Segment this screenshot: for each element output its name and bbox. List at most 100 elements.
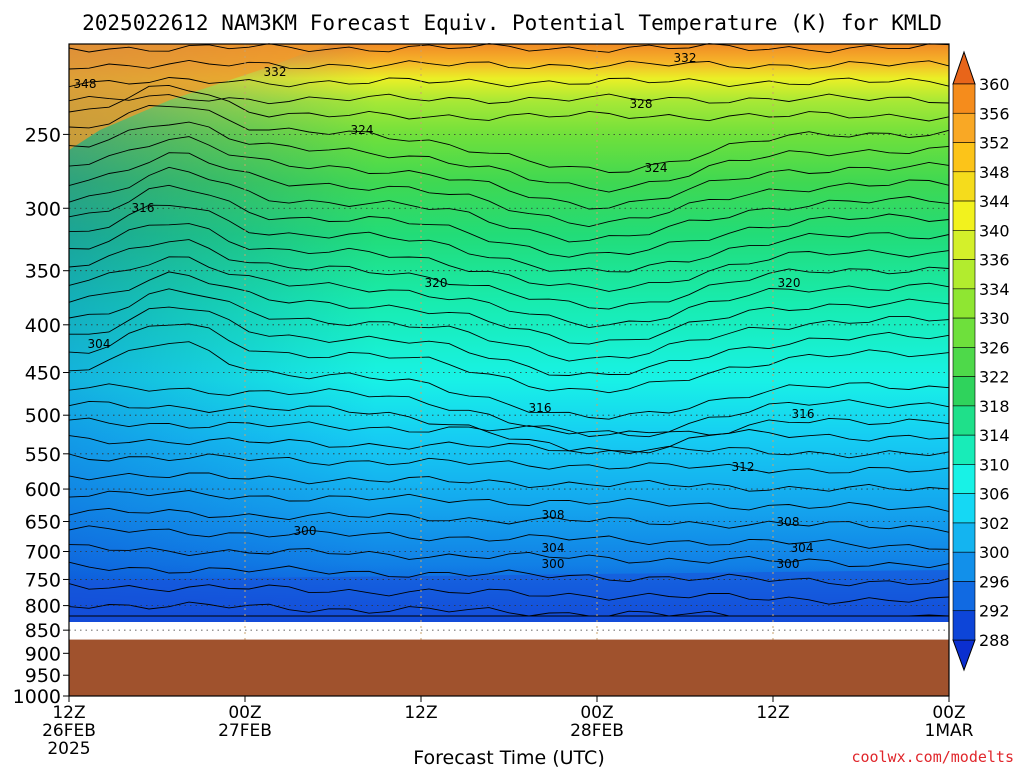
contour-label: 324 bbox=[351, 123, 374, 137]
colorbar-swatch bbox=[952, 376, 976, 407]
contour-label: 304 bbox=[88, 337, 111, 351]
ground-mask bbox=[69, 639, 949, 696]
contour-line bbox=[68, 417, 950, 442]
grid-lines bbox=[69, 44, 949, 696]
colorbar-label: 300 bbox=[979, 543, 1010, 562]
contour-line bbox=[68, 507, 950, 533]
contour-label: 316 bbox=[529, 401, 552, 415]
colorbar-label: 302 bbox=[979, 514, 1010, 533]
colorbar-label: 330 bbox=[979, 309, 1010, 328]
contour-label: 324 bbox=[645, 161, 668, 175]
colorbar-label: 336 bbox=[979, 251, 1010, 270]
colorbar-swatch bbox=[952, 317, 976, 348]
credit-text: coolwx.com/modelts bbox=[851, 748, 1014, 766]
colorbar-label: 310 bbox=[979, 455, 1010, 474]
contour-label: 328 bbox=[630, 97, 653, 111]
y-tick-label: 450 bbox=[25, 363, 61, 385]
colorbar-swatch bbox=[952, 493, 976, 524]
colorbar-top-arrow bbox=[952, 50, 976, 85]
x-tick-label: 12Z bbox=[756, 703, 789, 723]
y-tick-label: 950 bbox=[25, 665, 61, 687]
x-axis-title: Forecast Time (UTC) bbox=[413, 747, 604, 768]
contour-line bbox=[68, 105, 950, 173]
colorbar: 360 356 352 348 344 340 336 334 330 326 322 318 314 3… bbox=[952, 50, 1010, 672]
contour-label: 348 bbox=[74, 77, 97, 91]
contour-label: 312 bbox=[732, 460, 755, 474]
x-tick-label: 26FEB bbox=[42, 721, 96, 741]
contour-line bbox=[68, 490, 950, 512]
contour-label: 300 bbox=[294, 524, 317, 538]
chart-title: 2025022612 NAM3KM Forecast Equiv. Potent… bbox=[82, 11, 942, 35]
field-shading bbox=[69, 44, 949, 622]
y-tick-label: 800 bbox=[25, 596, 61, 618]
y-tick-label: 250 bbox=[25, 124, 61, 146]
y-tick-label: 400 bbox=[25, 315, 61, 337]
y-tick-label: 300 bbox=[25, 198, 61, 220]
colorbar-swatch bbox=[952, 259, 976, 290]
colorbar-swatch bbox=[952, 347, 976, 377]
contour-line bbox=[68, 561, 950, 587]
contour-line bbox=[68, 59, 950, 70]
colorbar-label: 326 bbox=[979, 338, 1010, 357]
colorbar-swatch bbox=[952, 434, 976, 465]
contour-label: 316 bbox=[792, 407, 815, 421]
y-tick-label: 500 bbox=[25, 405, 61, 427]
y-tick-label: 650 bbox=[25, 511, 61, 533]
colorbar-label: 306 bbox=[979, 485, 1010, 504]
contour-line bbox=[68, 383, 950, 437]
y-tick-label: 1000 bbox=[13, 686, 61, 708]
contour-line bbox=[68, 472, 950, 492]
contour-line bbox=[68, 544, 950, 569]
colorbar-swatch bbox=[952, 551, 976, 582]
contour-line bbox=[68, 136, 950, 210]
plot-area: 348 332 332 328 324 324 316 320 320 304 316 316 312 3… bbox=[68, 43, 950, 697]
colorbar-label: 322 bbox=[979, 368, 1010, 387]
contour-line bbox=[68, 204, 950, 273]
colorbar-label: 288 bbox=[979, 631, 1010, 650]
colorbar-label: 292 bbox=[979, 602, 1010, 621]
x-tick-label: 28FEB bbox=[570, 721, 624, 741]
colorbar-swatch bbox=[952, 112, 976, 143]
colorbar-swatch bbox=[952, 142, 976, 173]
x-tick-label: 12Z bbox=[404, 703, 437, 723]
warm-region bbox=[69, 44, 330, 150]
contour-label: 300 bbox=[542, 557, 565, 571]
y-tick-label: 600 bbox=[25, 479, 61, 501]
contour-line bbox=[68, 84, 950, 122]
colorbar-swatch bbox=[952, 171, 976, 202]
contour-label: 316 bbox=[132, 201, 155, 215]
colorbar-label: 348 bbox=[979, 163, 1010, 182]
contour-label: 332 bbox=[674, 51, 697, 65]
y-tick-label: 750 bbox=[25, 569, 61, 591]
colorbar-label: 334 bbox=[979, 280, 1010, 299]
y-tick-label: 850 bbox=[25, 620, 61, 642]
contour-line bbox=[68, 453, 950, 474]
colorbar-swatch bbox=[952, 464, 976, 494]
contour-label: 320 bbox=[778, 276, 801, 290]
x-tick-label: 27FEB bbox=[218, 721, 272, 741]
colorbar-swatch bbox=[952, 200, 976, 231]
y-tick-label: 700 bbox=[25, 542, 61, 564]
contour-line bbox=[68, 77, 950, 88]
contour-line bbox=[68, 271, 950, 345]
contour-label-group: 348 332 332 328 324 324 316 320 320 304 316 316 312 3… bbox=[74, 51, 815, 571]
colorbar-bottom-arrow bbox=[952, 639, 976, 672]
x-tick-label: 00Z bbox=[580, 703, 613, 723]
contour-line bbox=[68, 256, 950, 329]
contour-line bbox=[68, 239, 950, 310]
contour-label: 300 bbox=[777, 557, 800, 571]
colorbar-label: 296 bbox=[979, 572, 1010, 591]
colorbar-label: 314 bbox=[979, 426, 1010, 445]
contour-line bbox=[68, 323, 950, 394]
cold-low-level-region bbox=[69, 570, 949, 622]
contour-line bbox=[68, 93, 950, 105]
colorbar-label: 360 bbox=[979, 75, 1010, 94]
colorbar-swatch bbox=[952, 288, 976, 319]
colorbar-swatch bbox=[952, 230, 976, 260]
colorbar-label: 344 bbox=[979, 192, 1010, 211]
x-tick-label: 1MAR bbox=[925, 721, 974, 741]
contour-label: 320 bbox=[425, 276, 448, 290]
colorbar-swatch bbox=[952, 522, 976, 553]
contour-line bbox=[68, 288, 950, 362]
